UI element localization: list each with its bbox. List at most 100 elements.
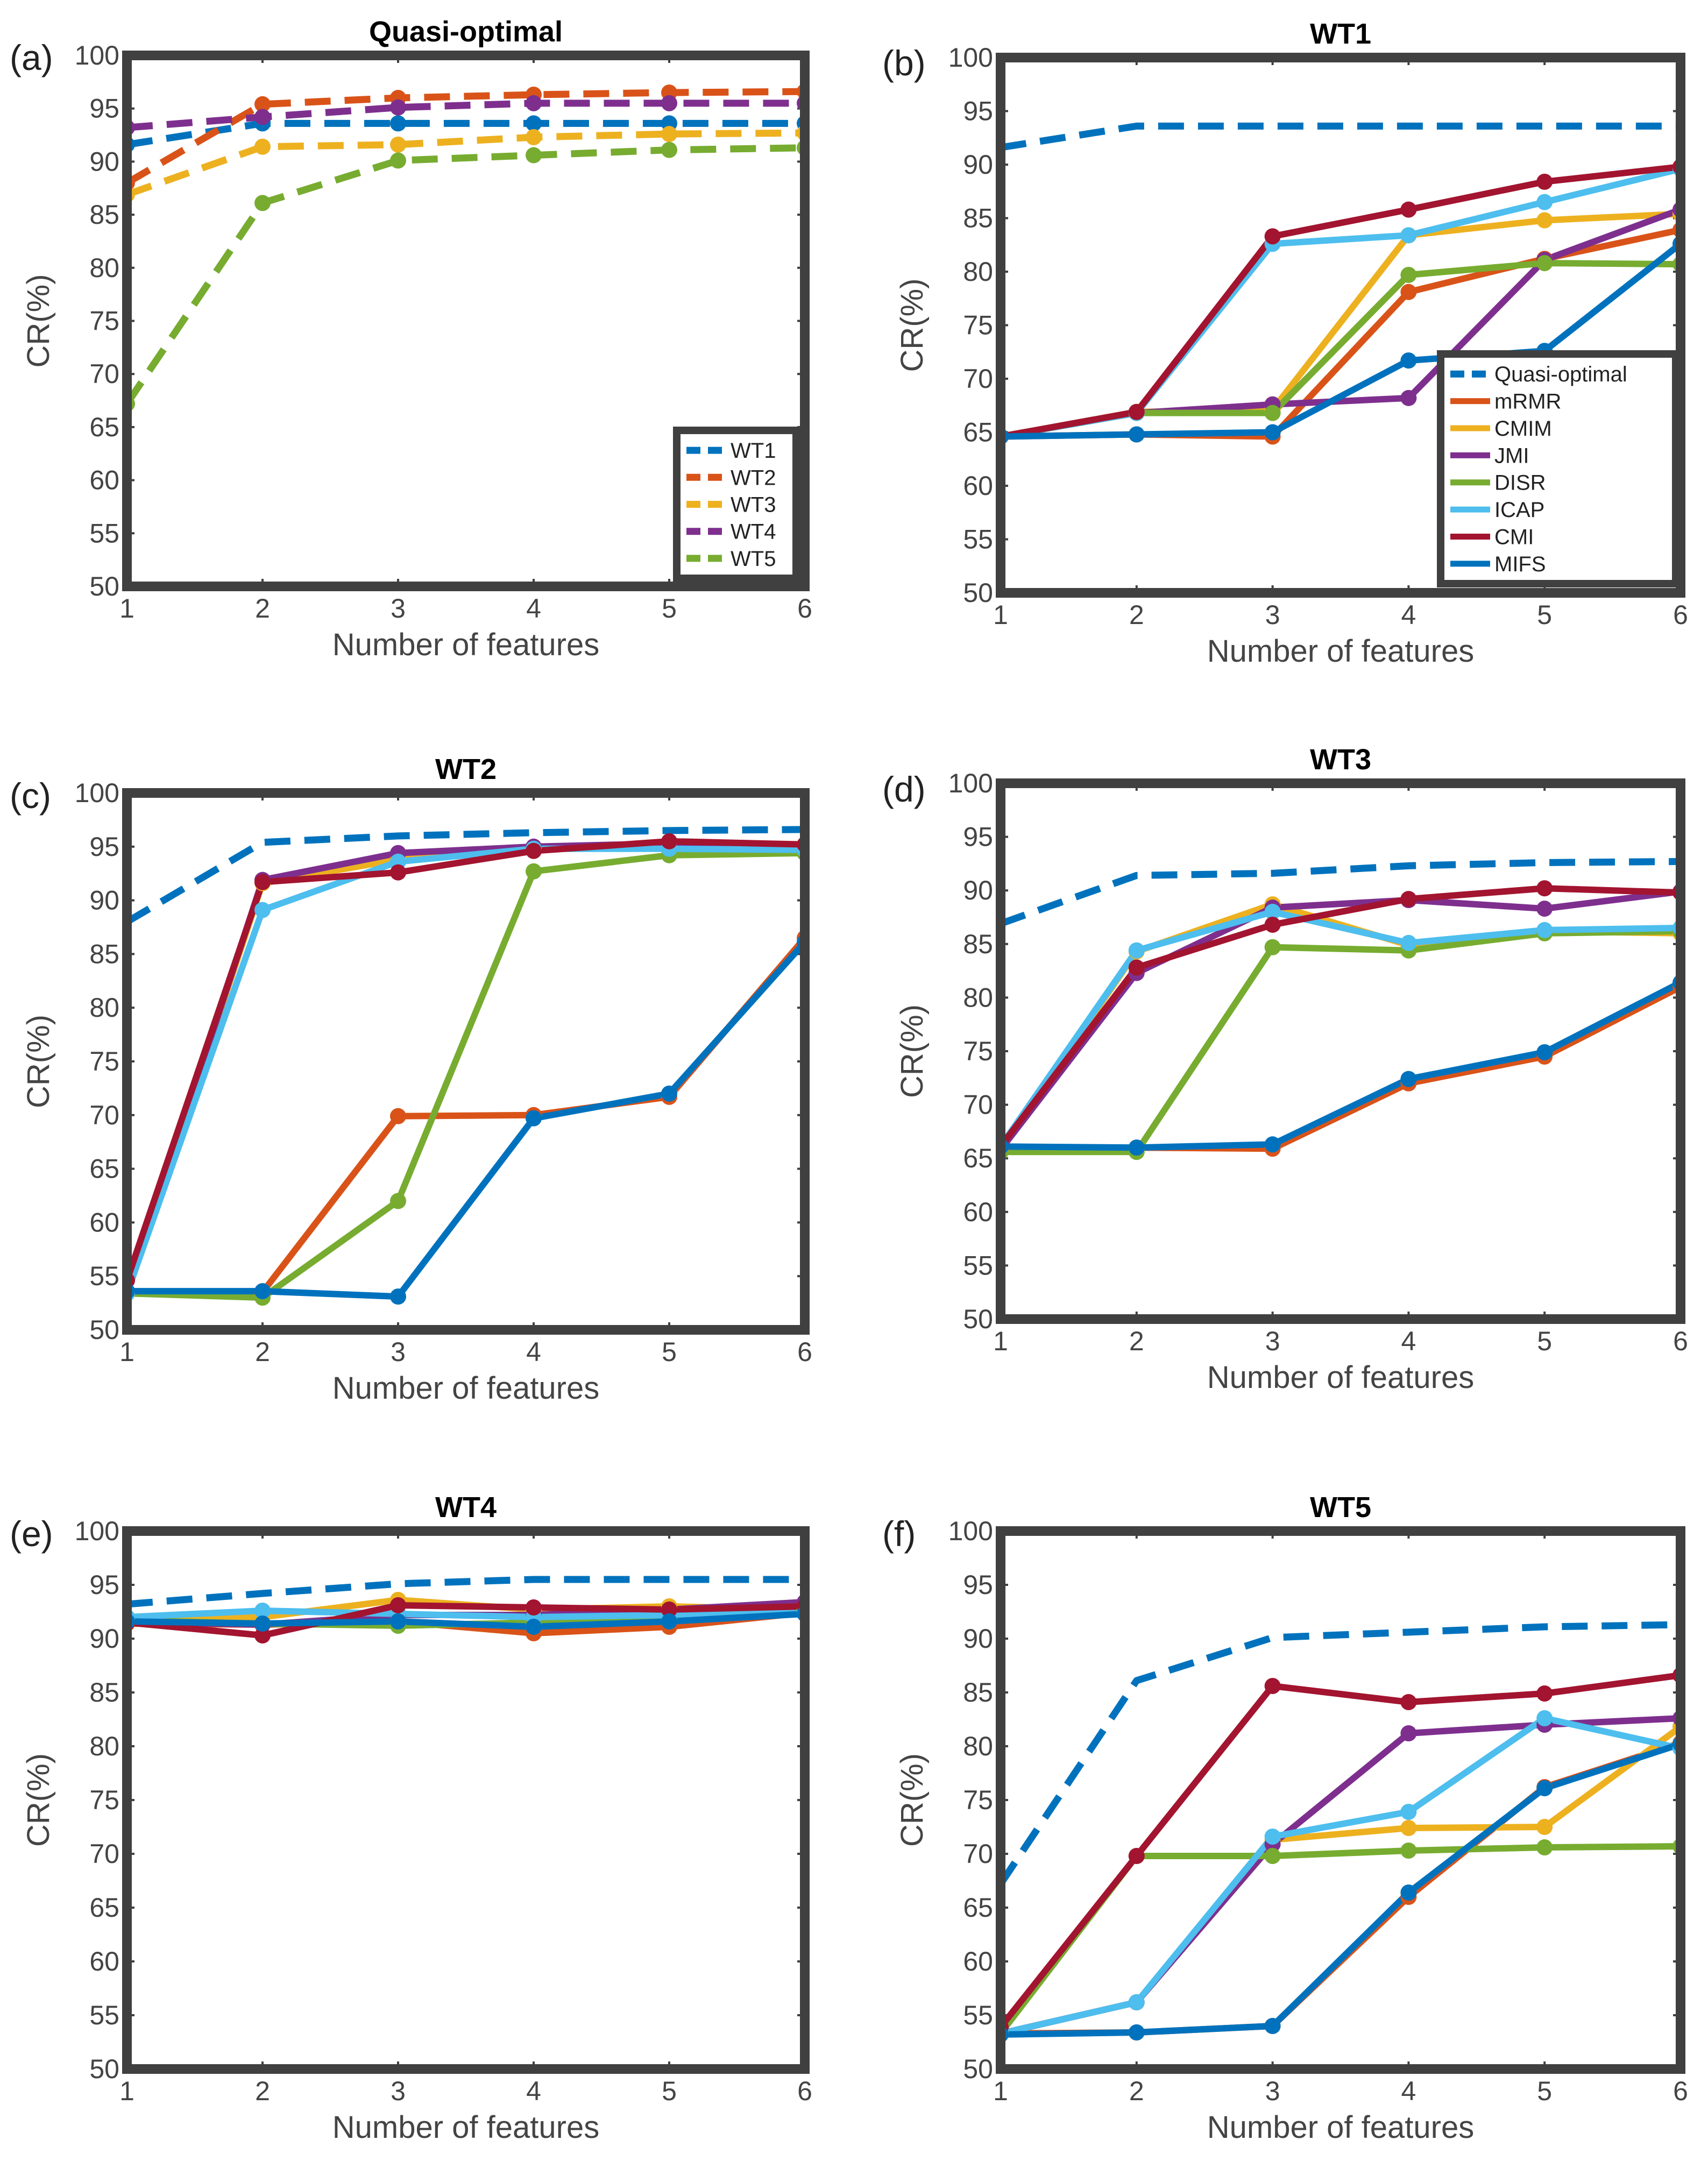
series-mifs-point xyxy=(1264,1136,1281,1153)
y-tick-label: 50 xyxy=(89,571,119,601)
y-tick-label: 90 xyxy=(963,1624,993,1654)
panel-label: (c) xyxy=(10,776,51,816)
series-wt1-point xyxy=(526,115,542,132)
y-tick-label: 50 xyxy=(963,1304,993,1334)
x-tick-label: 4 xyxy=(1401,2076,1416,2106)
y-tick-label: 75 xyxy=(89,1046,119,1076)
x-axis-label: Number of features xyxy=(1207,1360,1474,1395)
plot-area xyxy=(127,793,805,1330)
x-tick-label: 1 xyxy=(119,2076,134,2106)
series-icap-point xyxy=(1400,934,1417,951)
chart-title: WT3 xyxy=(1310,743,1371,776)
chart-title: WT2 xyxy=(435,753,497,785)
x-tick-label: 6 xyxy=(1673,600,1688,630)
y-tick-label: 95 xyxy=(963,96,993,126)
legend-entry-jmi-label: JMI xyxy=(1494,444,1529,467)
legend-entry-wt3-label: WT3 xyxy=(731,493,776,517)
y-tick-label: 85 xyxy=(89,200,119,230)
series-mifs-point xyxy=(1264,2018,1281,2034)
series-wt5-point xyxy=(390,152,406,169)
x-tick-label: 1 xyxy=(993,600,1008,630)
series-cmi-point xyxy=(1128,403,1145,420)
series-mifs-point xyxy=(1264,424,1281,441)
series-quasi-optimal-line xyxy=(1001,858,1681,927)
y-tick-label: 55 xyxy=(89,518,119,548)
axes-frame xyxy=(122,51,810,591)
axes-frame xyxy=(122,1526,810,2074)
y-tick-label: 50 xyxy=(89,2054,119,2084)
y-tick-label: 60 xyxy=(89,1207,119,1237)
series-icap-point xyxy=(1536,1710,1553,1726)
series-mifs-point xyxy=(390,1288,406,1305)
x-tick-label: 1 xyxy=(993,2076,1008,2106)
x-axis-label: Number of features xyxy=(332,1371,599,1406)
series-group xyxy=(1001,1621,1681,2043)
series-disr-point xyxy=(526,863,542,880)
legend-entry-mrmr-label: mRMR xyxy=(1494,390,1561,414)
x-tick-label: 3 xyxy=(391,593,406,623)
series-wt5-line xyxy=(127,144,805,406)
y-tick-label: 60 xyxy=(963,471,993,501)
series-group xyxy=(127,83,805,412)
y-tick-label: 75 xyxy=(963,310,993,341)
x-tick-label: 6 xyxy=(797,1337,812,1367)
legend-entry-wt1-label: WT1 xyxy=(731,439,776,463)
series-group xyxy=(1001,858,1681,1160)
series-wt4-point xyxy=(254,109,271,125)
y-tick-label: 100 xyxy=(948,1516,993,1546)
y-tick-label: 95 xyxy=(89,1570,119,1600)
chart-title: WT5 xyxy=(1310,1491,1371,1524)
panel-label: (f) xyxy=(882,1514,916,1554)
y-tick-label: 75 xyxy=(89,1785,119,1815)
series-cmi-point xyxy=(526,1599,542,1616)
y-tick-label: 70 xyxy=(89,1100,119,1130)
series-icap-point xyxy=(1128,942,1145,959)
x-tick-label: 5 xyxy=(1537,1326,1552,1356)
series-icap-point xyxy=(1400,227,1417,244)
y-tick-label: 65 xyxy=(89,1154,119,1184)
y-tick-label: 50 xyxy=(963,578,993,608)
y-tick-label: 60 xyxy=(89,1946,119,1976)
y-tick-label: 70 xyxy=(963,364,993,394)
y-tick-label: 70 xyxy=(89,359,119,389)
series-mifs-line xyxy=(1001,1741,1681,2038)
y-tick-label: 85 xyxy=(89,1677,119,1707)
series-cmi-point xyxy=(254,874,271,890)
series-group xyxy=(127,826,805,1306)
chart-title: WT4 xyxy=(435,1491,497,1524)
series-wt4-point xyxy=(526,95,542,111)
series-mifs-point xyxy=(1536,1780,1553,1796)
series-cmi-line xyxy=(1001,1672,1681,2029)
x-tick-label: 2 xyxy=(1129,1326,1144,1356)
y-tick-label: 80 xyxy=(89,993,119,1023)
y-tick-label: 55 xyxy=(89,2000,119,2030)
series-disr-point xyxy=(1264,939,1281,955)
series-wt1-line xyxy=(127,119,805,148)
series-cmi-point xyxy=(1264,916,1281,933)
legend-entry-cmim-label: CMIM xyxy=(1494,417,1552,441)
axes-frame xyxy=(996,778,1685,1324)
x-axis-label: Number of features xyxy=(1207,2110,1474,2145)
series-cmim-point xyxy=(1536,1819,1553,1835)
series-wt4-point xyxy=(661,95,677,111)
series-wt3-point xyxy=(661,126,677,143)
x-tick-label: 4 xyxy=(526,593,541,623)
y-tick-label: 100 xyxy=(75,778,119,808)
x-tick-label: 6 xyxy=(797,593,812,623)
y-tick-label: 95 xyxy=(963,822,993,852)
series-wt3-point xyxy=(526,129,542,145)
series-icap-point xyxy=(1264,904,1281,920)
y-tick-label: 90 xyxy=(89,1624,119,1654)
y-tick-label: 55 xyxy=(963,525,993,555)
axes-frame xyxy=(996,53,1685,598)
x-tick-label: 1 xyxy=(993,1326,1008,1356)
x-tick-label: 4 xyxy=(1401,600,1416,630)
y-tick-label: 60 xyxy=(963,1946,993,1976)
series-mifs-point xyxy=(390,1613,406,1629)
x-tick-label: 3 xyxy=(391,1337,406,1367)
series-disr-point xyxy=(1264,405,1281,421)
y-tick-label: 85 xyxy=(89,939,119,969)
y-tick-label: 80 xyxy=(89,253,119,283)
panel-c: 50 55 60 65 70 75 80 85 90 95 100 1 2 3 4 5 6 WT2 Number o… xyxy=(10,753,812,1406)
